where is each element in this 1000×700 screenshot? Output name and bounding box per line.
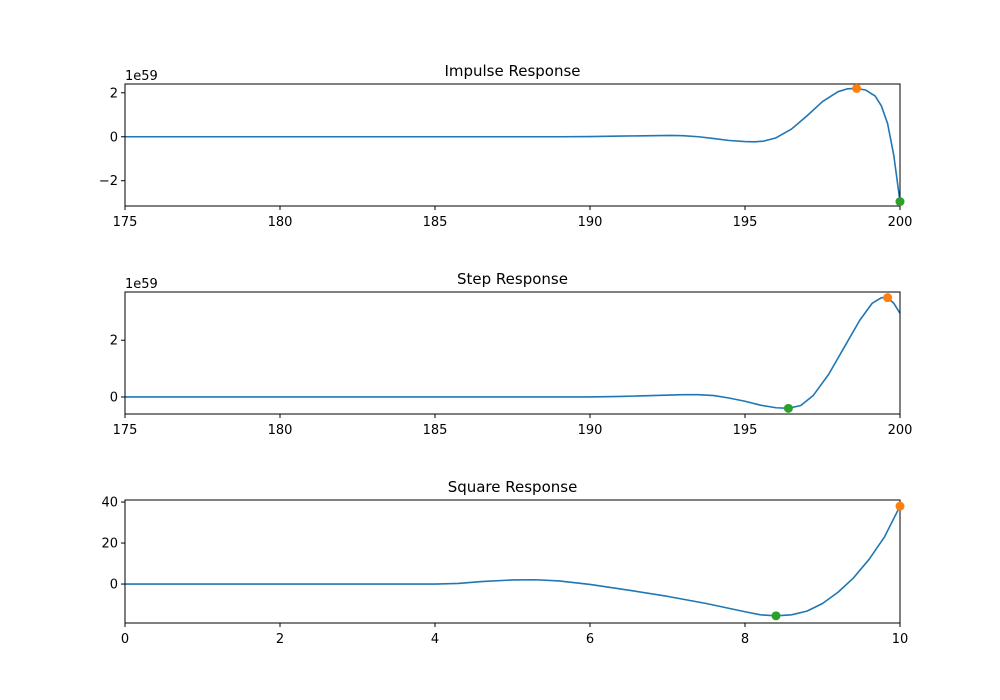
step-x-tick-label: 190 [578,423,603,438]
square-min-point-marker [771,611,781,621]
square-x-tick-label: 0 [121,632,129,647]
square-max-point-marker [895,501,905,511]
impulse-x-tick-label: 175 [113,215,138,230]
impulse-response-title: Impulse Response [444,62,580,80]
step-axes-frame [124,291,901,415]
step-x-tick-label: 185 [423,423,448,438]
impulse-axes-frame [124,83,901,207]
step-y-tick-label: 0 [110,390,118,405]
square-x-tick-label: 8 [741,632,749,647]
step-max-point-marker [883,293,893,303]
impulse-max-point-marker [852,83,862,93]
step-y-offset-label: 1e59 [125,277,158,292]
step-response-title: Step Response [457,270,568,288]
impulse-response-panel: Impulse Response 1e59 175 180 185 190 195 200… [99,62,913,230]
step-y-tick-label: 2 [110,334,118,349]
impulse-x-tick-label: 190 [578,215,603,230]
step-min-point-marker [783,403,793,413]
square-response-panel: Square Response 0 2 4 6 8 10 0 20 40 [101,478,908,647]
impulse-series-line [125,87,900,202]
impulse-min-point-marker [895,197,905,207]
step-series-line [125,296,900,410]
square-response-title: Square Response [448,478,578,496]
step-x-tick-label: 200 [888,423,913,438]
impulse-y-tick-label: 2 [110,86,118,101]
impulse-y-offset-label: 1e59 [125,69,158,84]
square-x-tick-label: 6 [586,632,594,647]
impulse-x-tick-label: 195 [733,215,758,230]
square-y-tick-label: 40 [101,496,118,511]
square-series-line [125,505,900,617]
impulse-x-tick-label: 200 [888,215,913,230]
square-y-tick-label: 20 [101,537,118,552]
square-x-tick-label: 2 [276,632,284,647]
step-x-tick-label: 175 [113,423,138,438]
impulse-x-tick-label: 180 [268,215,293,230]
square-x-tick-label: 10 [892,632,909,647]
step-response-panel: Step Response 1e59 175 180 185 190 195 200 0 2 [110,270,913,438]
impulse-x-tick-label: 185 [423,215,448,230]
square-axes-frame [124,499,901,624]
impulse-y-tick-label: 0 [110,130,118,145]
square-y-tick-label: 0 [110,578,118,593]
step-x-tick-label: 195 [733,423,758,438]
square-x-tick-label: 4 [431,632,439,647]
step-x-tick-label: 180 [268,423,293,438]
impulse-y-tick-label: −2 [99,174,118,189]
